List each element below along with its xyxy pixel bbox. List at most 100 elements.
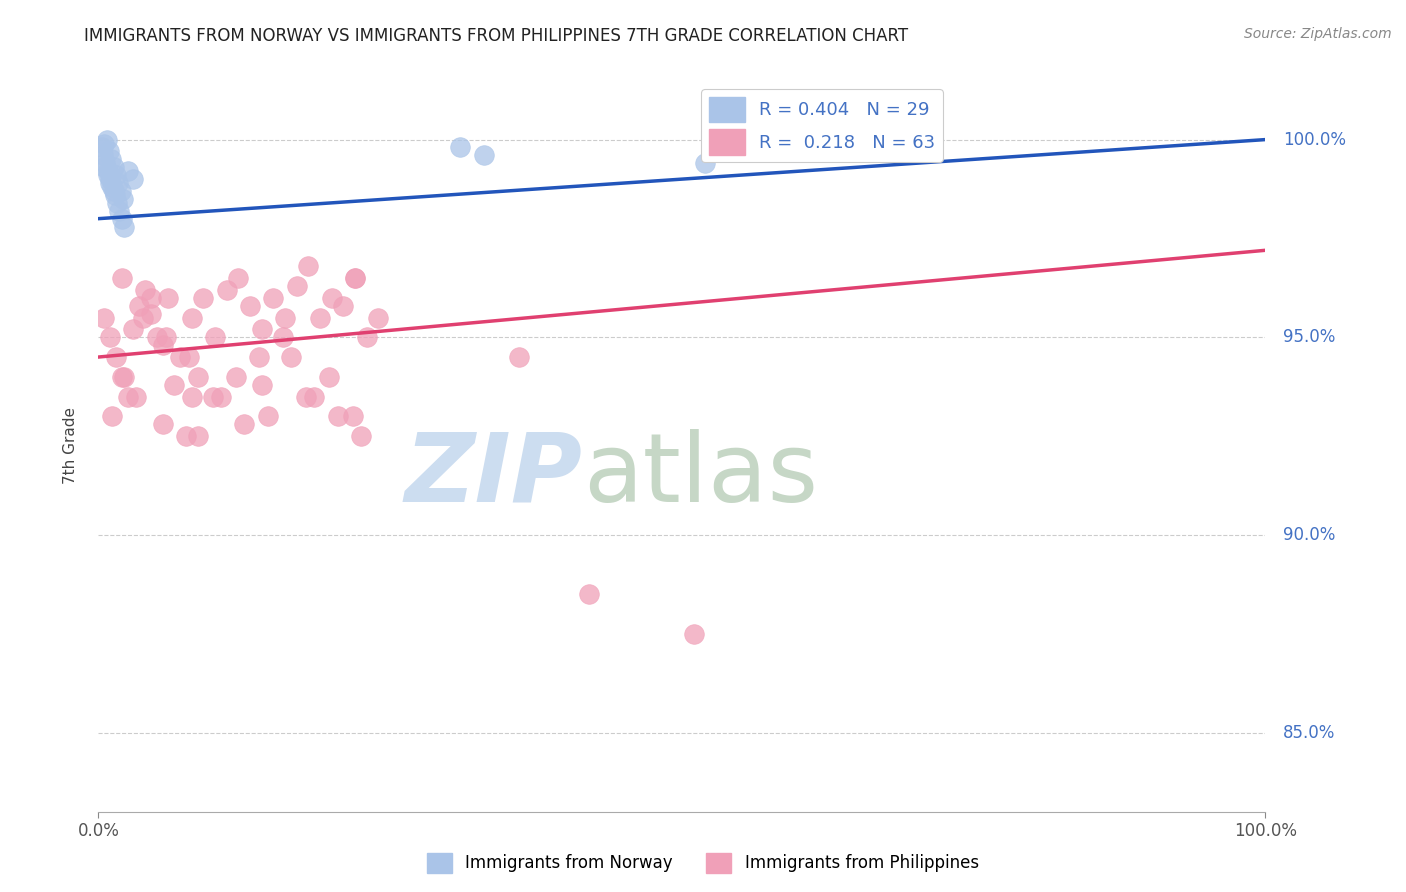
Legend: Immigrants from Norway, Immigrants from Philippines: Immigrants from Norway, Immigrants from … — [420, 847, 986, 880]
Point — [249, 350, 271, 364]
Point — [112, 219, 135, 234]
Point — [93, 136, 115, 151]
Point — [132, 310, 155, 325]
Point — [225, 369, 247, 384]
Point — [107, 176, 129, 190]
Point — [179, 350, 201, 364]
Point — [111, 271, 134, 285]
Point — [201, 390, 224, 404]
Text: Source: ZipAtlas.com: Source: ZipAtlas.com — [1244, 27, 1392, 41]
Legend: R = 0.404   N = 29, R =  0.218   N = 63: R = 0.404 N = 29, R = 0.218 N = 63 — [702, 89, 942, 162]
Point — [180, 310, 202, 325]
Point — [180, 390, 202, 404]
Point — [318, 369, 340, 384]
Point — [508, 350, 530, 364]
Point — [103, 161, 125, 175]
Point — [112, 369, 135, 384]
Point — [274, 310, 297, 325]
Point — [103, 184, 125, 198]
Point — [111, 211, 134, 226]
Point — [295, 390, 318, 404]
Point — [100, 153, 122, 167]
Point — [98, 172, 121, 186]
Point — [104, 188, 127, 202]
Point — [228, 271, 250, 285]
Text: IMMIGRANTS FROM NORWAY VS IMMIGRANTS FROM PHILIPPINES 7TH GRADE CORRELATION CHAR: IMMIGRANTS FROM NORWAY VS IMMIGRANTS FRO… — [84, 27, 908, 45]
Point — [122, 172, 145, 186]
Point — [98, 176, 121, 190]
Point — [356, 330, 378, 344]
Point — [91, 148, 114, 162]
Point — [233, 417, 256, 432]
Point — [117, 164, 139, 178]
Text: 100.0%: 100.0% — [1282, 130, 1346, 149]
Point — [97, 145, 120, 159]
Point — [93, 310, 115, 325]
Y-axis label: 7th Grade: 7th Grade — [63, 408, 77, 484]
Point — [215, 283, 238, 297]
Point — [139, 291, 162, 305]
Point — [146, 330, 169, 344]
Point — [326, 409, 349, 424]
Point — [344, 271, 367, 285]
Point — [96, 132, 118, 146]
Point — [332, 299, 354, 313]
Text: ZIP: ZIP — [405, 429, 582, 522]
Point — [309, 310, 332, 325]
Point — [297, 259, 319, 273]
Text: 95.0%: 95.0% — [1282, 328, 1336, 346]
Point — [139, 307, 162, 321]
Point — [187, 429, 209, 443]
Point — [187, 369, 209, 384]
Point — [344, 271, 367, 285]
Point — [321, 291, 343, 305]
Point — [152, 417, 174, 432]
Text: atlas: atlas — [582, 429, 818, 522]
Point — [342, 409, 364, 424]
Point — [101, 409, 124, 424]
Point — [155, 330, 177, 344]
Point — [350, 429, 373, 443]
Point — [578, 587, 600, 601]
Point — [193, 291, 215, 305]
Point — [101, 180, 124, 194]
Point — [449, 140, 471, 154]
Point — [280, 350, 302, 364]
Point — [125, 390, 148, 404]
Point — [472, 148, 495, 162]
Point — [304, 390, 326, 404]
Point — [104, 168, 127, 182]
Point — [262, 291, 284, 305]
Point — [285, 278, 308, 293]
Point — [134, 283, 156, 297]
Point — [239, 299, 262, 313]
Point — [98, 330, 121, 344]
Point — [250, 322, 273, 336]
Point — [128, 299, 150, 313]
Point — [104, 350, 127, 364]
Point — [93, 161, 115, 175]
Point — [97, 164, 120, 178]
Point — [250, 377, 273, 392]
Point — [209, 390, 232, 404]
Point — [152, 338, 174, 352]
Text: 90.0%: 90.0% — [1282, 526, 1336, 544]
Point — [94, 156, 117, 170]
Point — [90, 140, 112, 154]
Point — [108, 203, 131, 218]
Point — [110, 184, 132, 198]
Point — [97, 168, 120, 182]
Point — [111, 369, 134, 384]
Point — [122, 322, 145, 336]
Point — [256, 409, 278, 424]
Point — [117, 390, 139, 404]
Point — [174, 429, 197, 443]
Point — [367, 310, 389, 325]
Text: 85.0%: 85.0% — [1282, 723, 1336, 741]
Point — [169, 350, 191, 364]
Point — [695, 156, 717, 170]
Point — [204, 330, 226, 344]
Point — [157, 291, 180, 305]
Point — [111, 192, 134, 206]
Point — [271, 330, 294, 344]
